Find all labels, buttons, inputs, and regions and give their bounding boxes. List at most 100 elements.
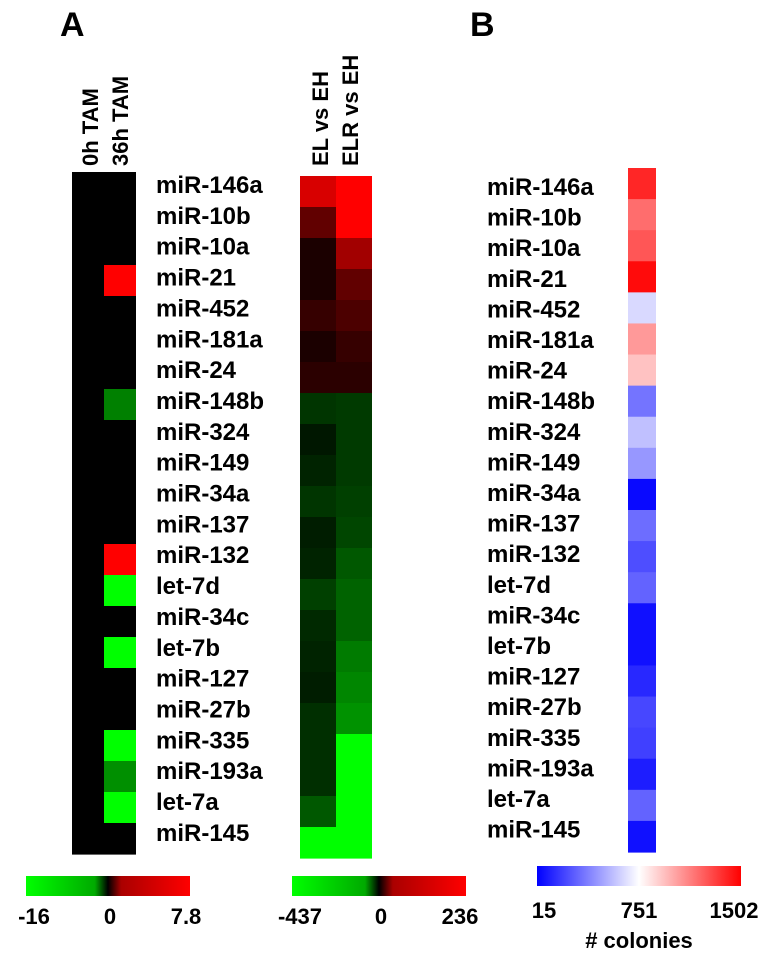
heat-mid-cell-let-7a-elr-vs-eh [336,796,372,828]
heat-a-cell-let-7b-36h-tam [104,637,136,669]
heat-a-cell-mir-127-0h-tam [72,668,104,700]
col-header-elr-vs-eh: ELR vs EH [338,55,363,166]
heat-mid-cell-mir-127-elr-vs-eh [336,672,372,704]
heat-a-cell-mir-146a-0h-tam [72,172,104,204]
row-label-a-let-7d: let-7d [156,573,220,600]
heat-mid-cell-mir-10b-elr-vs-eh [336,207,372,239]
row-label-a-mir-10a: miR-10a [156,234,250,261]
row-label-a-mir-34a: miR-34a [156,481,250,508]
heat-b-cell-let-7b [628,634,656,667]
row-label-b-mir-335: miR-335 [487,725,580,752]
panel-label-b: B [470,6,495,44]
colorbar-b-tick-mid: 751 [621,898,658,923]
row-label-b-let-7b: let-7b [487,633,551,660]
heat-mid-cell-mir-452-el-vs-eh [300,300,336,332]
heat-mid-cell-mir-335-elr-vs-eh [336,734,372,766]
heat-mid-cell-mir-146a-elr-vs-eh [336,176,372,208]
row-label-a-let-7a: let-7a [156,789,219,816]
heat-a-cell-mir-27b-0h-tam [72,699,104,731]
heat-a-cell-mir-21-36h-tam [104,265,136,297]
row-label-a-let-7b: let-7b [156,635,220,662]
heat-mid-cell-mir-324-el-vs-eh [300,424,336,456]
row-label-a-mir-27b: miR-27b [156,696,251,723]
heat-mid-cell-let-7d-el-vs-eh [300,579,336,611]
heat-a-cell-mir-181a-36h-tam [104,327,136,359]
colorbar-a-tick-mid: 0 [104,904,116,929]
heat-a-cell-let-7d-36h-tam [104,575,136,607]
heat-mid-cell-let-7b-elr-vs-eh [336,641,372,673]
heat-mid-cell-mir-193a-elr-vs-eh [336,765,372,797]
row-label-b-mir-10b: miR-10b [487,205,582,232]
colorbar-middle-tick-min: -437 [278,904,322,929]
heat-b-cell-mir-10b [628,199,656,231]
heat-a-cell-mir-145-0h-tam [72,823,104,855]
row-label-a-mir-24: miR-24 [156,357,237,384]
row-label-b-let-7d: let-7d [487,572,551,599]
colorbar-middle-tick-max: 236 [442,904,479,929]
heat-a-cell-mir-127-36h-tam [104,668,136,700]
row-label-a-mir-324: miR-324 [156,419,250,446]
heat-mid-cell-mir-34c-el-vs-eh [300,610,336,642]
heat-a-cell-mir-24-36h-tam [104,358,136,390]
heat-mid-cell-let-7b-el-vs-eh [300,641,336,673]
row-labels-a: miR-146a miR-10b miR-10a miR-21 miR-452 miR-1… [156,172,264,847]
colorbar-middle-tick-mid: 0 [375,904,387,929]
row-label-b-mir-27b: miR-27b [487,694,582,721]
heat-a-cell-mir-149-36h-tam [104,451,136,483]
heat-mid-cell-mir-137-elr-vs-eh [336,517,372,549]
row-label-a-mir-452: miR-452 [156,295,249,322]
row-label-a-mir-181a: miR-181a [156,326,263,353]
row-label-b-mir-34a: miR-34a [487,480,581,507]
heat-mid-cell-mir-148b-elr-vs-eh [336,393,372,425]
heat-a-cell-mir-149-0h-tam [72,451,104,483]
heat-mid-cell-mir-148b-el-vs-eh [300,393,336,425]
heat-mid-cell-mir-24-el-vs-eh [300,362,336,394]
heat-a-cell-mir-193a-36h-tam [104,761,136,793]
heat-b-cell-let-7a [628,789,656,822]
heat-a-cell-mir-193a-0h-tam [72,761,104,793]
heat-mid-cell-mir-181a-elr-vs-eh [336,331,372,363]
heat-mid-cell-mir-24-elr-vs-eh [336,362,372,394]
heat-mid-cell-mir-145-elr-vs-eh [336,827,372,859]
heat-b-cell-mir-21 [628,261,656,293]
row-label-a-mir-10b: miR-10b [156,203,251,230]
heat-a-cell-mir-24-0h-tam [72,358,104,390]
heat-mid-cell-mir-10a-elr-vs-eh [336,238,372,270]
heat-mid-cell-mir-34c-elr-vs-eh [336,610,372,642]
heat-mid-cell-mir-27b-el-vs-eh [300,703,336,735]
row-label-b-mir-452: miR-452 [487,296,580,323]
heat-mid-cell-mir-149-elr-vs-eh [336,455,372,487]
heat-mid-cell-mir-34a-el-vs-eh [300,486,336,518]
heat-a-cell-mir-10b-36h-tam [104,203,136,235]
heat-mid-cell-mir-127-el-vs-eh [300,672,336,704]
heat-a-cell-mir-335-36h-tam [104,730,136,762]
heat-a-cell-mir-132-0h-tam [72,544,104,576]
row-label-b-mir-181a: miR-181a [487,327,594,354]
heat-a-cell-mir-27b-36h-tam [104,699,136,731]
row-label-b-mir-34c: miR-34c [487,602,580,629]
heat-a-cell-mir-34a-36h-tam [104,482,136,514]
panel-label-a: A [60,6,85,44]
heatmap-middle [300,176,372,859]
heat-mid-cell-mir-21-elr-vs-eh [336,269,372,301]
heat-mid-cell-mir-34a-elr-vs-eh [336,486,372,518]
heat-a-cell-let-7b-0h-tam [72,637,104,669]
heat-b-cell-mir-127 [628,665,656,698]
heat-mid-cell-mir-21-el-vs-eh [300,269,336,301]
heat-b-cell-mir-145 [628,820,656,853]
row-label-a-mir-127: miR-127 [156,666,249,693]
colorbar-b-tick-min: 15 [532,898,556,923]
heat-b-cell-mir-193a [628,758,656,791]
heat-mid-cell-mir-452-elr-vs-eh [336,300,372,332]
row-label-b-mir-193a: miR-193a [487,755,594,782]
heat-b-cell-mir-24 [628,354,656,387]
heat-a-cell-mir-137-0h-tam [72,513,104,545]
heat-b-cell-mir-34a [628,478,656,511]
heat-a-cell-mir-10b-0h-tam [72,203,104,235]
heat-mid-cell-mir-193a-el-vs-eh [300,765,336,797]
row-label-b-mir-324: miR-324 [487,419,581,446]
colorbar-a-tick-max: 7.8 [171,904,202,929]
row-label-a-mir-146a: miR-146a [156,172,263,199]
heat-a-cell-mir-34c-36h-tam [104,606,136,638]
